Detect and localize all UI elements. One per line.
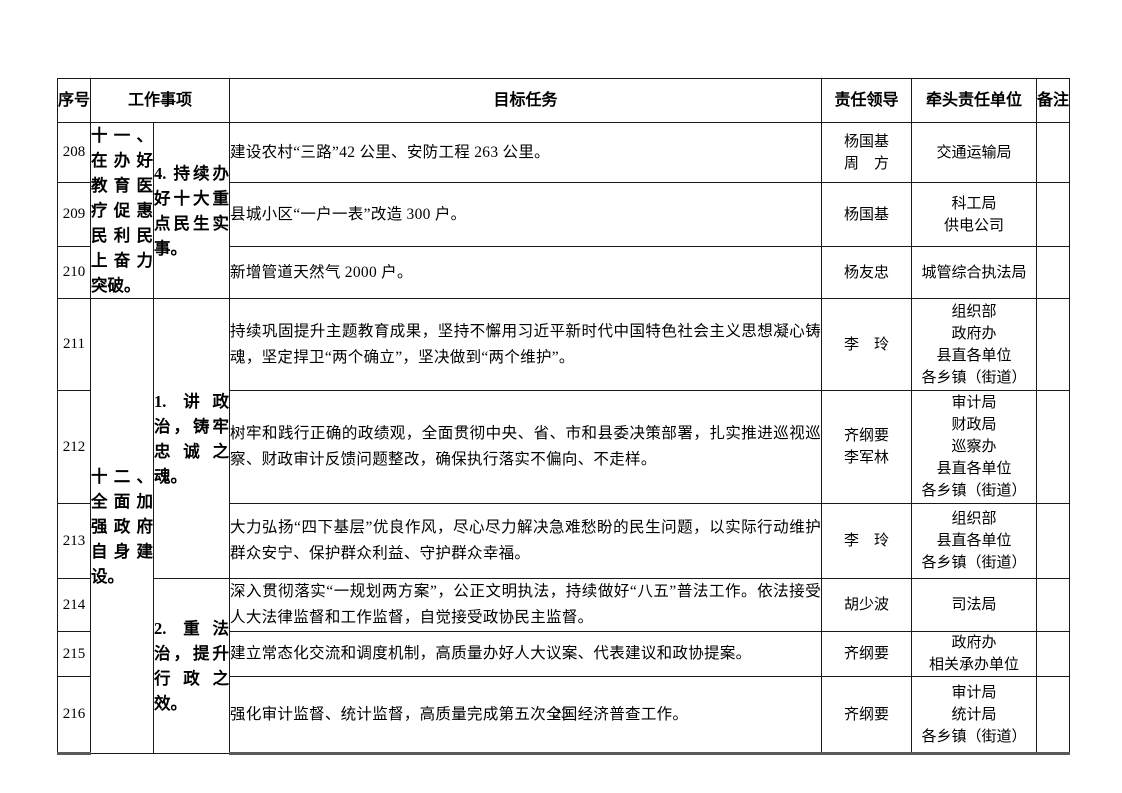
lead-unit: 审计局 财政局 巡察办 县直各单位 各乡镇（街道） (911, 390, 1038, 504)
task-text: 建立常态化交流和调度机制，高质量办好人大议案、代表建议和政协提案。 (229, 631, 823, 677)
task-text: 强化审计监督、统计监督，高质量完成第五次全国经济普查工作。 (229, 676, 823, 755)
section-title-12: 十二、全面加强政府自身建设。 (90, 298, 154, 754)
task-text: 县城小区“一户一表”改造 300 户。 (229, 182, 823, 247)
note-cell (1036, 503, 1071, 579)
sub-item-12-1: 1. 讲政治，铸牢忠诚之魂。 (152, 298, 231, 579)
table-row: 208 十一、在办好教育医疗促惠民利民上奋力突破。 4. 持续办好十大重点民生实… (57, 122, 1071, 299)
lead-unit: 组织部 县直各单位 各乡镇（街道） (911, 503, 1038, 579)
note-cell (1036, 631, 1071, 677)
row-index: 210 (57, 246, 91, 299)
row-index: 209 (57, 182, 91, 247)
task-text: 建设农村“三路”42 公里、安防工程 263 公里。 (229, 122, 823, 183)
header-lead-unit: 牵头责任单位 (911, 78, 1038, 123)
lead-unit: 政府办 相关承办单位 (911, 631, 1038, 677)
note-cell (1036, 676, 1071, 755)
work-plan-table: 序号 工作事项 目标任务 责任领导 牵头责任单位 备注 208 十一、在办好教育… (57, 78, 1071, 755)
lead-unit: 审计局 统计局 各乡镇（街道） (911, 676, 1038, 755)
leader-name: 齐纲要 李军林 (821, 390, 913, 504)
leader-name: 李 玲 (821, 298, 913, 391)
leader-name: 齐纲要 (821, 631, 913, 677)
table-row: 209 县城小区“一户一表”改造 300 户。 杨国基 科工局 供电公司 (57, 182, 1071, 247)
table-row: 212 树牢和践行正确的政绩观，全面贯彻中央、省、市和县委决策部署，扎实推进巡视… (57, 390, 1071, 504)
leader-name: 杨国基 周 方 (821, 122, 913, 183)
lead-unit: 城管综合执法局 (911, 246, 1038, 299)
header-row: 序号 工作事项 目标任务 责任领导 牵头责任单位 备注 (57, 78, 1071, 123)
note-cell (1036, 390, 1071, 504)
lead-unit: 司法局 (911, 578, 1038, 632)
task-text: 大力弘扬“四下基层”优良作风，尽心尽力解决急难愁盼的民生问题，以实际行动维护群众… (229, 503, 823, 579)
row-index: 212 (57, 390, 91, 504)
note-cell (1036, 246, 1071, 299)
task-text: 树牢和践行正确的政绩观，全面贯彻中央、省、市和县委决策部署，扎实推进巡视巡察、财… (229, 390, 823, 504)
lead-unit: 组织部 政府办 县直各单位 各乡镇（街道） (911, 298, 1038, 391)
table-row: 214 2. 重法治，提升行政之效。 深入贯彻落实“一规划两方案”，公正文明执法… (57, 578, 1071, 754)
row-index: 211 (57, 298, 91, 391)
lead-unit: 科工局 供电公司 (911, 182, 1038, 247)
note-cell (1036, 578, 1071, 632)
task-text: 深入贯彻落实“一规划两方案”，公正文明执法，持续做好“八五”普法工作。依法接受人… (229, 578, 823, 632)
header-leader: 责任领导 (821, 78, 913, 123)
note-cell (1036, 298, 1071, 391)
sub-item-12-2: 2. 重法治，提升行政之效。 (152, 578, 231, 754)
note-cell (1036, 122, 1071, 183)
table-row: 211 十二、全面加强政府自身建设。 1. 讲政治，铸牢忠诚之魂。 持续巩固提升… (57, 298, 1071, 754)
section-title-11: 十一、在办好教育医疗促惠民利民上奋力突破。 (90, 122, 154, 299)
header-task: 目标任务 (229, 78, 823, 123)
header-note: 备注 (1036, 78, 1071, 123)
page-number: 23 (553, 706, 569, 722)
row-index: 214 (57, 578, 91, 632)
table-row: 210 新增管道天然气 2000 户。 杨友忠 城管综合执法局 (57, 246, 1071, 299)
lead-unit: 交通运输局 (911, 122, 1038, 183)
table-row: 213 大力弘扬“四下基层”优良作风，尽心尽力解决急难愁盼的民生问题，以实际行动… (57, 503, 1071, 579)
row-index: 215 (57, 631, 91, 677)
leader-name: 胡少波 (821, 578, 913, 632)
task-text: 持续巩固提升主题教育成果，坚持不懈用习近平新时代中国特色社会主义思想凝心铸魂，坚… (229, 298, 823, 391)
sub-item-11-4: 4. 持续办好十大重点民生实事。 (152, 122, 231, 299)
header-index: 序号 (57, 78, 91, 123)
row-index: 216 (57, 676, 91, 755)
header-work-item: 工作事项 (89, 78, 231, 123)
leader-name: 李 玲 (821, 503, 913, 579)
row-index: 213 (57, 503, 91, 579)
leader-name: 杨国基 (821, 182, 913, 247)
leader-name: 杨友忠 (821, 246, 913, 299)
note-cell (1036, 182, 1071, 247)
table-row: 216 强化审计监督、统计监督，高质量完成第五次全国经济普查工作。 齐纲要 审计… (57, 676, 1071, 755)
task-text: 新增管道天然气 2000 户。 (229, 246, 823, 299)
row-index: 208 (57, 122, 91, 183)
